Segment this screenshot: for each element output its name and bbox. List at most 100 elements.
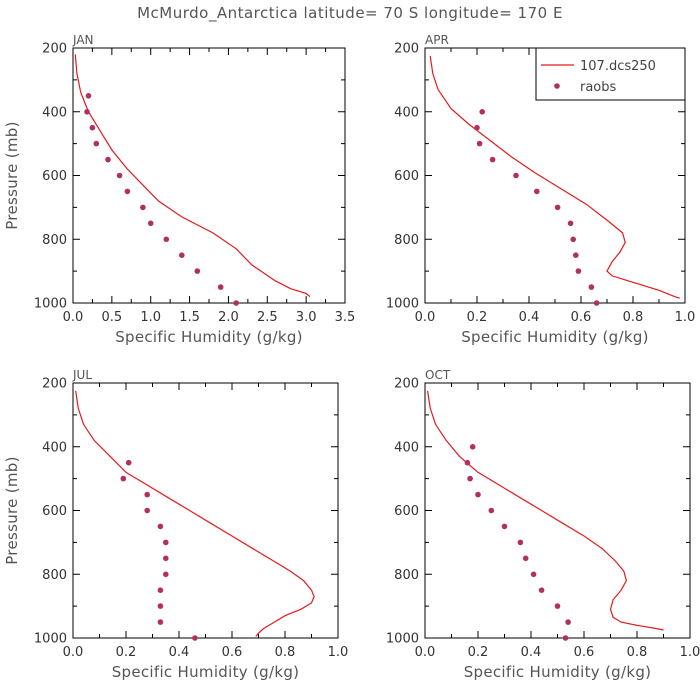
x-tick-label: 0.4	[169, 645, 190, 660]
raobs-point	[163, 571, 169, 578]
y-tick-label: 400	[42, 105, 67, 120]
raobs-point	[554, 603, 561, 609]
x-tick-label: 0.0	[415, 645, 436, 660]
y-tick-label: 200	[394, 377, 419, 392]
raobs-point	[125, 459, 132, 466]
raobs-point	[534, 188, 540, 195]
plot-frame	[424, 382, 691, 639]
raobs-point	[163, 555, 169, 562]
x-tick-label: 0.2	[468, 645, 489, 660]
raobs-point	[517, 539, 524, 546]
x-tick-label: 1.0	[328, 645, 349, 660]
raobs-point	[567, 220, 574, 227]
raobs-point	[469, 444, 476, 450]
x-tick-label: 0.0	[415, 310, 436, 325]
x-tick-label: 0.2	[116, 645, 137, 660]
x-tick-label: 0.4	[519, 310, 540, 325]
y-tick-label: 800	[394, 568, 419, 583]
x-tick-label: 0.8	[275, 645, 296, 660]
x-tick-label: 0.0	[63, 310, 84, 325]
y-tick-label: 600	[42, 504, 67, 519]
raobs-point	[157, 603, 164, 609]
x-axis-label: Specific Humidity (g/kg)	[464, 663, 652, 681]
legend-model-label: 107.dcs250	[580, 59, 656, 74]
y-tick-label: 1000	[386, 632, 419, 647]
x-tick-label: 1.0	[675, 310, 696, 325]
y-tick-label: 400	[394, 105, 419, 120]
y-tick-label: 200	[394, 42, 419, 57]
raobs-point	[565, 619, 571, 625]
x-tick-label: 0.5	[102, 310, 123, 325]
legend-box	[535, 47, 686, 101]
raobs-point	[179, 252, 185, 258]
raobs-point	[464, 459, 471, 466]
x-tick-label: 0.2	[467, 310, 488, 325]
raobs-point	[144, 507, 150, 514]
raobs-point	[124, 188, 131, 195]
raobs-point	[93, 140, 100, 147]
y-tick-label: 800	[394, 233, 419, 248]
raobs-point	[573, 252, 579, 258]
raobs-point	[570, 236, 576, 243]
raobs-point	[530, 571, 537, 578]
y-tick-label: 600	[42, 169, 67, 184]
raobs-point	[116, 172, 123, 179]
raobs-point	[84, 109, 90, 115]
raobs-point	[554, 204, 561, 211]
raobs-point	[562, 635, 569, 641]
y-axis-label: Pressure (mb)	[3, 121, 21, 230]
raobs-point	[144, 491, 150, 498]
x-axis-label: Specific Humidity (g/kg)	[112, 663, 300, 681]
raobs-point	[194, 268, 201, 274]
raobs-point	[593, 300, 600, 306]
raobs-point	[588, 284, 595, 290]
y-tick-label: 200	[42, 42, 67, 57]
raobs-point	[140, 204, 146, 211]
x-tick-label: 0.0	[63, 645, 84, 660]
y-tick-label: 600	[394, 504, 419, 519]
raobs-point	[157, 619, 164, 625]
raobs-point	[479, 109, 486, 115]
y-tick-label: 200	[42, 377, 67, 392]
raobs-point	[157, 523, 164, 530]
model-series-line	[429, 55, 680, 299]
legend-obs-label: raobs	[580, 80, 617, 95]
model-series-line	[427, 390, 664, 631]
raobs-point	[501, 523, 508, 530]
panel-label: JUL	[72, 368, 92, 382]
x-tick-label: 1.0	[140, 310, 161, 325]
raobs-point	[467, 475, 473, 482]
x-tick-label: 0.6	[571, 310, 592, 325]
raobs-point	[217, 284, 224, 290]
raobs-point	[488, 507, 495, 514]
x-tick-label: 1.0	[680, 645, 700, 660]
y-tick-label: 1000	[34, 297, 67, 312]
raobs-point	[476, 140, 483, 147]
plot-frame	[72, 47, 346, 304]
x-tick-label: 2.5	[257, 310, 278, 325]
legend: 107.dcs250 raobs	[535, 47, 686, 101]
x-tick-label: 0.4	[521, 645, 542, 660]
x-axis-label: Specific Humidity (g/kg)	[115, 328, 303, 346]
raobs-point	[89, 124, 96, 131]
raobs-point	[489, 156, 496, 163]
y-tick-label: 800	[42, 568, 67, 583]
raobs-point	[105, 156, 111, 163]
legend-obs-swatch	[554, 83, 560, 89]
raobs-point	[474, 124, 480, 131]
x-tick-label: 3.0	[296, 310, 317, 325]
model-series-line	[74, 54, 311, 298]
raobs-point	[120, 475, 127, 482]
model-series-line	[75, 390, 315, 637]
x-tick-label: 0.6	[574, 645, 595, 660]
raobs-point	[522, 555, 529, 562]
plot-frame	[72, 382, 339, 639]
y-tick-label: 400	[42, 440, 67, 455]
y-axis-label: Pressure (mb)	[3, 456, 21, 565]
raobs-point	[163, 236, 170, 243]
x-tick-label: 0.6	[222, 645, 243, 660]
